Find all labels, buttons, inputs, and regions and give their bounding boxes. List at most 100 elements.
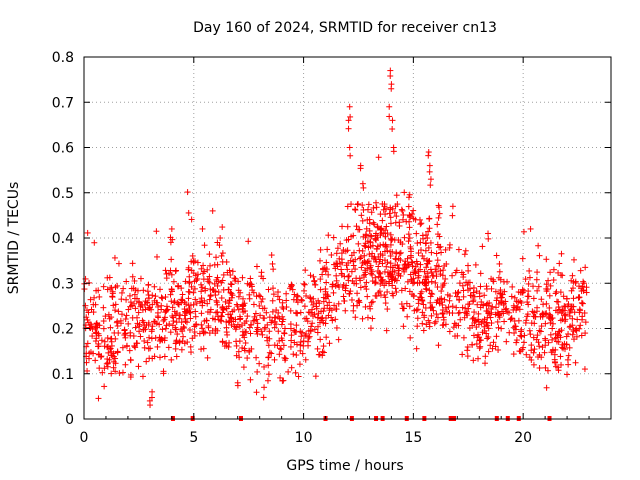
- data-point: [96, 293, 103, 300]
- data-point: [530, 361, 537, 368]
- data-point: [217, 317, 224, 324]
- data-point: [144, 339, 151, 346]
- data-point: [323, 259, 330, 266]
- data-point: [110, 364, 117, 371]
- data-point: [260, 394, 267, 401]
- data-point: [526, 267, 533, 274]
- data-point: [127, 299, 134, 306]
- data-point: [259, 305, 266, 312]
- data-point: [132, 305, 139, 312]
- data-point: [397, 249, 404, 256]
- data-point: [108, 348, 115, 355]
- data-point: [191, 328, 198, 335]
- data-point: [160, 370, 167, 377]
- data-point: [264, 321, 271, 328]
- data-point: [475, 310, 482, 317]
- data-point: [358, 212, 365, 219]
- data-point: [209, 315, 216, 322]
- data-point: [363, 279, 370, 286]
- data-point: [469, 322, 476, 329]
- data-point: [375, 154, 382, 161]
- data-point: [202, 329, 209, 336]
- data-point: [186, 278, 193, 285]
- data-point: [222, 298, 229, 305]
- data-point: [162, 309, 169, 316]
- data-point: [194, 271, 201, 278]
- data-point: [273, 307, 280, 314]
- data-point: [345, 236, 352, 243]
- data-point: [352, 256, 359, 263]
- data-point: [407, 334, 414, 341]
- data-point: [92, 301, 99, 308]
- data-point: [415, 272, 422, 279]
- data-point: [384, 247, 391, 254]
- data-point: [265, 354, 272, 361]
- data-point: [410, 207, 417, 214]
- data-point: [538, 296, 545, 303]
- data-point: [485, 235, 492, 242]
- data-point: [441, 262, 448, 269]
- data-point: [235, 348, 242, 355]
- data-point: [370, 204, 377, 211]
- data-point: [114, 349, 121, 356]
- data-point: [173, 310, 180, 317]
- data-point: [469, 341, 476, 348]
- data-point: [100, 318, 107, 325]
- data-point: [514, 303, 521, 310]
- data-point: [214, 301, 221, 308]
- data-point: [379, 217, 386, 224]
- data-point: [488, 285, 495, 292]
- data-point: [317, 246, 324, 253]
- data-point: [167, 329, 174, 336]
- data-point: [507, 316, 514, 323]
- data-point: [101, 383, 108, 390]
- data-point: [172, 345, 179, 352]
- data-point: [576, 306, 583, 313]
- data-point: [471, 309, 478, 316]
- data-point: [361, 252, 368, 259]
- data-point: [572, 278, 579, 285]
- data-point: [465, 267, 472, 274]
- data-point: [218, 279, 225, 286]
- data-point: [281, 325, 288, 332]
- data-point: [519, 255, 526, 262]
- data-point: [376, 288, 383, 295]
- x-tick-label: 5: [189, 430, 198, 446]
- data-point: [90, 309, 97, 316]
- data-point: [473, 324, 480, 331]
- data-point: [577, 267, 584, 274]
- data-point: [151, 353, 158, 360]
- data-point: [185, 209, 192, 216]
- data-point: [91, 239, 98, 246]
- data-point: [240, 309, 247, 316]
- data-point: [386, 210, 393, 217]
- data-point: [192, 313, 199, 320]
- data-point: [198, 265, 205, 272]
- data-point: [360, 184, 367, 191]
- data-point: [239, 344, 246, 351]
- data-point: [382, 227, 389, 234]
- data-point: [181, 324, 188, 331]
- data-point: [158, 306, 165, 313]
- data-point: [145, 282, 152, 289]
- data-point: [496, 268, 503, 275]
- data-point: [132, 324, 139, 331]
- data-point: [357, 255, 364, 262]
- grid-lines: [84, 57, 611, 419]
- data-point: [194, 275, 201, 282]
- data-point: [292, 309, 299, 316]
- data-point: [439, 322, 446, 329]
- data-point: [319, 271, 326, 278]
- y-tick-label: 0.3: [52, 276, 74, 292]
- data-point: [206, 296, 213, 303]
- data-point: [244, 355, 251, 362]
- data-point: [290, 351, 297, 358]
- data-point: [161, 353, 168, 360]
- data-point: [432, 318, 439, 325]
- data-point: [125, 320, 132, 327]
- data-point: [151, 283, 158, 290]
- data-point: [201, 318, 208, 325]
- data-point: [192, 322, 199, 329]
- data-point: [377, 225, 384, 232]
- data-point: [143, 358, 150, 365]
